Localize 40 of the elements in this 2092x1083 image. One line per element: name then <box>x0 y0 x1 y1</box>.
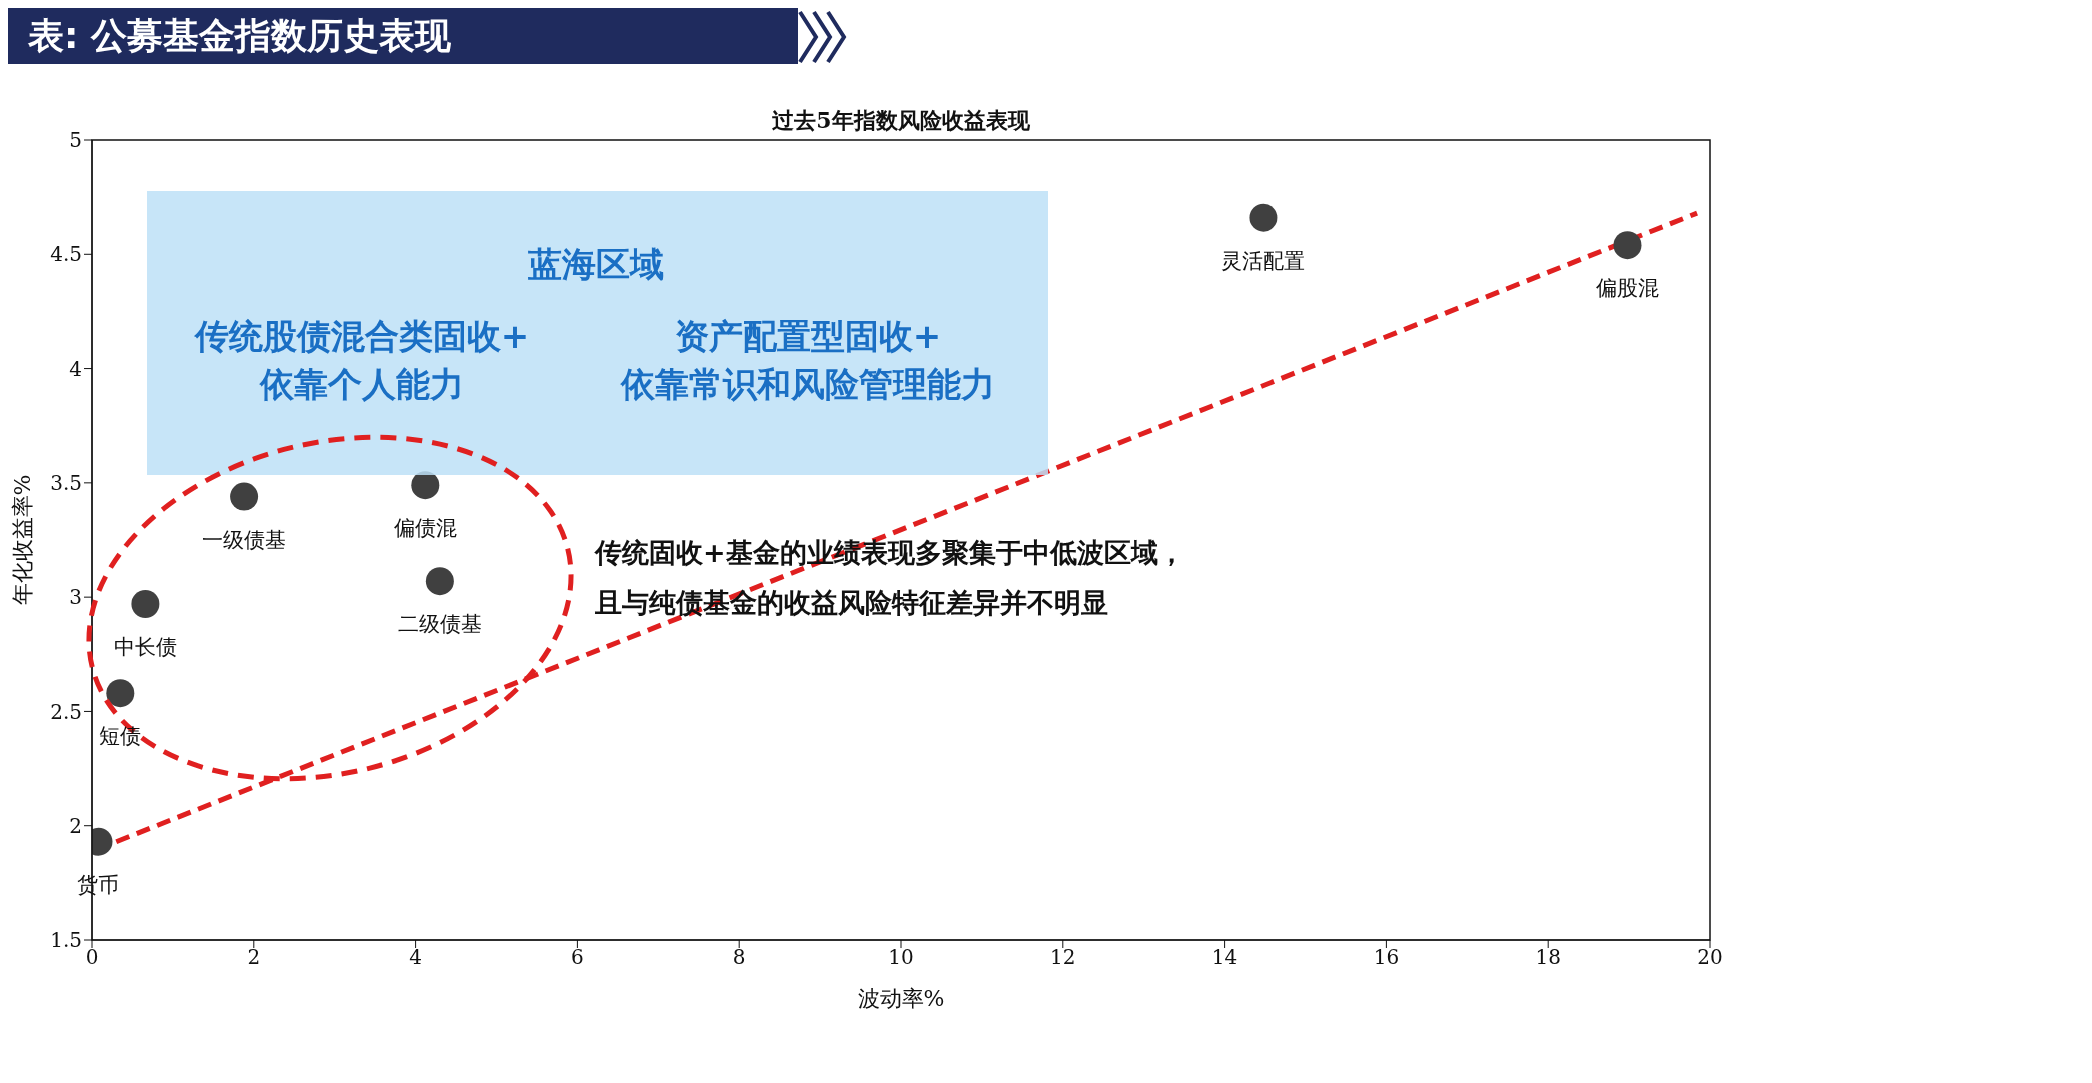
x-tick-label: 8 <box>732 945 746 970</box>
y-tick-label: 2.5 <box>50 699 82 724</box>
x-tick-label: 6 <box>571 945 584 970</box>
y-tick-label: 5 <box>69 128 82 153</box>
y-tick-label: 1.5 <box>50 928 82 953</box>
x-tick-label: 0 <box>85 945 99 970</box>
x-tick-label: 14 <box>1211 945 1238 970</box>
point <box>131 590 160 618</box>
x-tick-label: 16 <box>1373 945 1400 970</box>
chart-subtitle: 过去5年指数风险收益表现 <box>771 107 1031 133</box>
annotation: 资产配置型固收+ 依靠常识和风险管理能力 <box>620 316 995 404</box>
point <box>425 567 454 596</box>
y-tick-label: 3 <box>69 585 82 610</box>
point <box>1613 231 1642 260</box>
x-tick-label: 12 <box>1050 945 1076 970</box>
annotation: 二级债基 <box>397 612 482 637</box>
y-axis-title: 年化收益率% <box>10 474 35 606</box>
point <box>106 679 135 708</box>
annotation: 蓝海区域 <box>528 244 664 284</box>
x-tick-label: 18 <box>1535 945 1561 970</box>
annotation: 偏股混 <box>1595 276 1659 301</box>
annotation: 偏债混 <box>393 516 457 541</box>
annotation: 且与纯债基金的收益风险特征差异并不明显 <box>594 587 1108 618</box>
annotation: 中长债 <box>113 635 177 659</box>
annotation: 一级债基 <box>202 527 287 552</box>
y-tick-label: 3.5 <box>50 470 82 495</box>
y-tick-label: 2 <box>69 813 82 838</box>
point <box>230 482 259 511</box>
point <box>1249 203 1278 232</box>
y-tick-label: 4 <box>69 356 82 381</box>
annotation: 传统股债混合类固收+ 依靠个人能力 <box>192 316 530 404</box>
x-tick-label: 20 <box>1697 945 1723 970</box>
chart-title: 表: 公募基金指数历史表现 <box>8 8 798 64</box>
x-tick-label: 2 <box>247 945 261 970</box>
y-tick-label: 4.5 <box>50 242 82 267</box>
x-axis-title: 波动率% <box>857 986 945 1011</box>
x-tick-label: 10 <box>888 945 914 970</box>
annotation: 灵活配置 <box>1221 248 1306 273</box>
x-tick-label: 4 <box>409 945 422 970</box>
annotation: 短债 <box>99 724 142 749</box>
